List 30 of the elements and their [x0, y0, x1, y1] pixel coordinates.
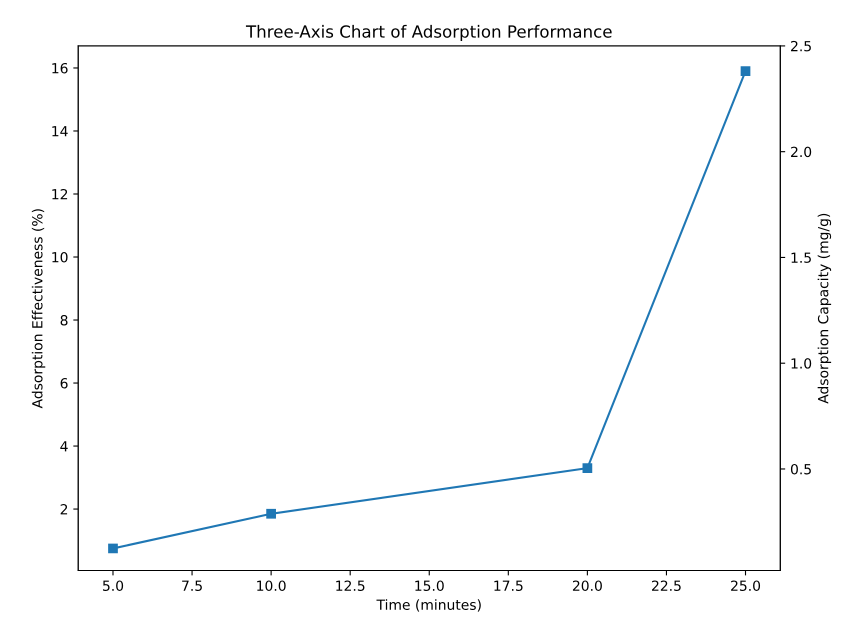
- y2-tick-label: 2.5: [791, 40, 811, 52]
- x-tick-label: 20.0: [572, 580, 602, 591]
- point: [740, 66, 750, 76]
- x-tick-label: 5.0: [103, 580, 124, 591]
- y2-tick-label: 2.0: [791, 146, 812, 158]
- y2-tick-label: 1.0: [792, 358, 812, 369]
- y-tick-label: 10: [52, 252, 68, 262]
- y-tick-label: 4: [60, 441, 68, 452]
- chart-title: Three-Axis Chart of Adsorption Performance: [246, 24, 612, 42]
- y2-axis-title: Adsorption Capacity (mg/g): [818, 214, 832, 404]
- y-tick-label: 14: [52, 126, 68, 136]
- x-tick-label: 12.5: [336, 580, 364, 591]
- y-axis-title: Adsorption Effectiveness (%): [32, 209, 46, 408]
- y-tick-label: 16: [52, 62, 68, 74]
- x-tick-label: 17.5: [494, 580, 523, 591]
- y2-tick-label: 0.5: [790, 464, 811, 474]
- x-tick-label: 15.0: [415, 580, 444, 591]
- y-tick-label: 6: [60, 378, 68, 389]
- x-tick-label: 22.5: [652, 580, 681, 591]
- y-tick-label: 12: [52, 188, 68, 200]
- x-tick-label: 7.5: [182, 580, 202, 591]
- x-tick-label: 10.0: [257, 580, 286, 591]
- x-tick-label: 25.0: [731, 580, 760, 591]
- y-tick-label: 2: [60, 504, 68, 514]
- y-tick-label: 8: [60, 314, 68, 326]
- point: [266, 508, 276, 519]
- y2-tick-label: 1.5: [792, 252, 811, 263]
- point: [582, 463, 592, 473]
- point: [108, 544, 118, 554]
- x-axis-title: Time (minutes): [376, 599, 481, 612]
